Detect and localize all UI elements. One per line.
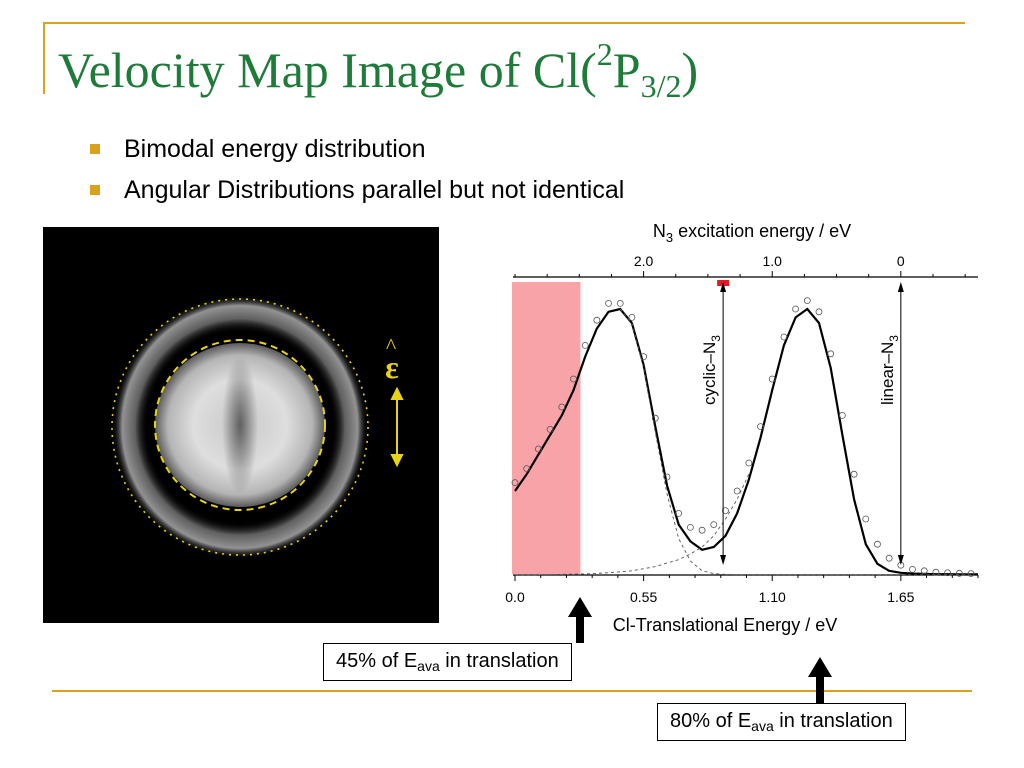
data-point [686,523,694,531]
x-tick-label: 0.55 [630,589,657,605]
chart-dynamic: 0.0 0.55 1.10 1.65 2.0 1.0 0 Cl-Translational E… [505,221,978,635]
component-fit-line [515,474,750,576]
center-waist [222,355,258,495]
data-point [885,554,893,562]
data-point [909,565,916,573]
callout-80-sub: ava [751,718,774,734]
x-tick-label: 0.0 [505,589,525,605]
callout-45-suffix: in translation [439,650,559,672]
data-point [733,487,741,495]
data-point [675,509,683,517]
top-tick-label: 1.0 [762,253,782,269]
callout-45-percent: 45% of Eava in translation [323,643,572,681]
bottom-rule [52,690,972,692]
callout-80-prefix: 80% of E [670,710,752,732]
data-point [511,479,519,487]
data-point [757,423,764,431]
data-point [570,375,577,383]
polarization-arrow-icon [390,386,404,468]
title-close: ) [681,42,699,98]
data-point [803,297,811,304]
data-point [862,515,870,523]
top-rule [43,22,965,24]
x-axis-label: Cl-Translational Energy / eV [613,615,837,635]
annotation-label: linear–N3 [878,335,901,405]
velocity-map-image: ^ ε [43,227,439,623]
data-point [640,353,648,361]
data-point [780,333,788,341]
annotation-arrow-down-icon [897,555,904,565]
annotation-arrow-up-icon [720,282,727,292]
bullet-text: Angular Distributions parallel but not i… [124,176,625,204]
annotation-arrow-down-icon [720,555,727,565]
chart-static [512,271,979,581]
data-point [792,305,800,313]
data-point [967,570,975,578]
data-point [534,445,542,453]
data-point [850,470,858,478]
top-axis-label: N3 excitation energy / eV [653,221,851,245]
callout-80-suffix: in translation [773,710,893,732]
data-point [605,300,612,307]
top-tick-label: 2.0 [634,253,654,269]
slide-title: Velocity Map Image of Cl(2P3/2) [58,36,698,105]
top-tick-label: 0 [897,253,905,269]
up-arrow-icon-80 [808,657,832,703]
component-fit-line [619,308,971,576]
data-point [944,569,952,577]
highlight-band [512,282,581,574]
data-point [745,459,753,467]
left-rule [43,22,45,94]
title-subscript: 3/2 [640,68,682,104]
energy-distribution-chart: 0.0 0.55 1.10 1.65 2.0 1.0 0 Cl-Translational E… [505,221,979,635]
data-point [593,316,601,324]
total-fit-line [514,307,978,576]
data-point [932,568,940,576]
data-point [838,411,846,419]
x-tick-label: 1.65 [887,589,914,605]
annotation-arrow-up-icon [897,282,904,292]
up-arrow-icon-45 [568,597,592,643]
epsilon-label: ε [385,349,399,385]
outer-dotted-circle [111,298,369,556]
data-point [581,341,589,349]
data-point [827,350,835,358]
data-point [710,521,718,529]
data-point [616,300,624,307]
data-point [768,375,776,383]
title-superscript: 2 [596,36,613,72]
bullet-square-icon [90,144,100,154]
callout-45-prefix: 45% of E [336,650,418,672]
bullet-text: Bimodal energy distribution [124,135,426,163]
title-p: P [612,42,641,98]
data-point [874,540,881,548]
data-point [523,465,531,473]
data-point [698,526,706,534]
bullet-square-icon [90,185,100,195]
x-tick-label: 1.10 [759,589,786,605]
data-point [722,507,729,515]
data-point [558,403,566,411]
title-main: Velocity Map Image of Cl( [58,42,597,98]
data-point [628,314,636,321]
callout-80-percent: 80% of Eava in translation [657,703,906,741]
annotation-label: cyclic–N3 [700,335,723,405]
epsilon-hat-label: ^ [386,333,397,358]
data-point [815,308,823,316]
inner-dashed-circle [154,339,326,511]
data-point [920,567,928,575]
data-point [546,425,554,433]
data-point [955,569,963,577]
callout-45-sub: ava [417,658,440,674]
